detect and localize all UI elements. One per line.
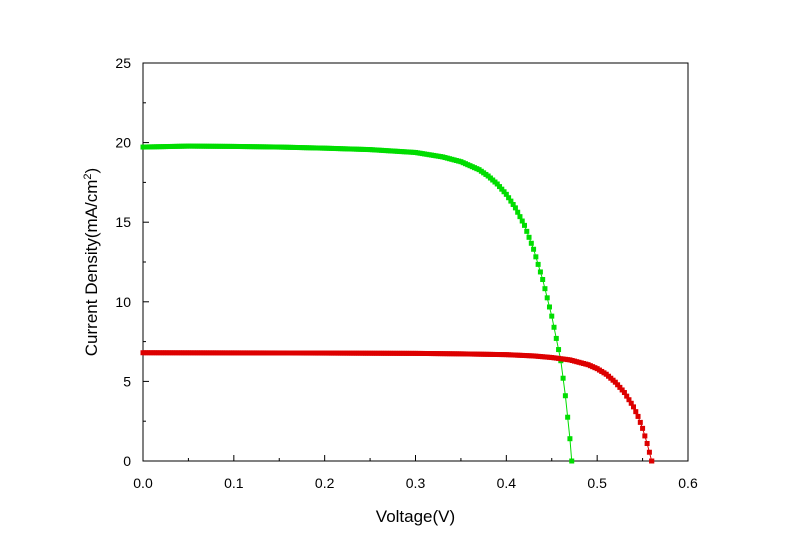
data-point <box>553 335 559 341</box>
data-point <box>635 413 641 419</box>
data-point <box>560 375 566 381</box>
data-point <box>508 198 514 204</box>
y-axis-title-superscript: 2 <box>82 173 94 179</box>
data-point <box>544 295 550 301</box>
data-point <box>528 240 534 246</box>
data-point <box>551 324 557 330</box>
data-point <box>619 387 625 393</box>
data-point <box>542 286 548 292</box>
data-point <box>503 191 509 197</box>
data-point <box>540 277 546 283</box>
x-tick-label: 0.2 <box>315 475 335 491</box>
data-point <box>506 195 512 201</box>
axis-ticks: 0.0 0.1 0.2 0.3 0.4 0.5 0.6 0 5 10 15 20 25 <box>115 55 698 491</box>
data-point <box>567 436 573 442</box>
plot-frame <box>142 62 689 462</box>
y-tick-label: 5 <box>123 373 131 389</box>
series-layer <box>140 143 655 464</box>
data-point <box>524 228 530 234</box>
data-point <box>565 414 571 420</box>
data-point <box>499 186 505 192</box>
data-point <box>497 184 503 190</box>
y-tick-label: 15 <box>115 214 131 230</box>
data-point <box>637 419 643 425</box>
data-point <box>642 433 648 439</box>
data-point <box>631 404 636 410</box>
data-point <box>519 218 525 224</box>
data-point <box>612 379 618 385</box>
x-tick-label: 0.6 <box>678 475 698 491</box>
data-point <box>628 400 634 406</box>
data-point <box>537 269 543 275</box>
series-1 <box>140 143 575 464</box>
data-point <box>531 246 537 252</box>
data-point <box>640 425 646 431</box>
data-point <box>533 254 539 260</box>
data-point <box>624 393 630 399</box>
x-axis-title: Voltage(V) <box>376 507 455 526</box>
data-point <box>626 397 632 403</box>
data-point <box>556 347 562 353</box>
x-tick-label: 0.4 <box>497 475 517 491</box>
data-point <box>512 205 518 211</box>
data-point <box>549 313 555 319</box>
x-tick-label: 0.3 <box>406 475 426 491</box>
y-tick-label: 25 <box>115 55 131 71</box>
data-point <box>535 261 541 267</box>
y-tick-label: 10 <box>115 294 131 310</box>
y-axis-title-end: ) <box>82 168 101 174</box>
data-point <box>621 390 627 396</box>
data-point <box>649 458 655 464</box>
data-point <box>615 382 621 388</box>
data-point <box>526 234 532 240</box>
series-line <box>142 352 653 462</box>
data-point <box>522 222 527 228</box>
series-2 <box>140 350 655 464</box>
data-point <box>617 384 623 390</box>
y-tick-label: 20 <box>115 135 131 151</box>
data-point <box>517 214 523 220</box>
data-point <box>494 181 500 187</box>
data-point <box>501 189 507 195</box>
data-point <box>569 458 575 464</box>
x-tick-label: 0.1 <box>224 475 244 491</box>
y-axis-title: Current Density(mA/cm2) <box>82 168 101 356</box>
y-axis-title-main: Current Density(mA/cm <box>82 180 101 357</box>
x-tick-label: 0.5 <box>587 475 607 491</box>
data-point <box>546 304 552 310</box>
data-point <box>510 201 516 207</box>
data-point <box>562 393 568 399</box>
data-point <box>644 440 650 446</box>
data-point <box>633 409 639 415</box>
x-tick-label: 0.0 <box>133 475 153 491</box>
y-tick-label: 0 <box>123 453 131 469</box>
data-point <box>646 449 652 455</box>
data-point <box>515 209 521 215</box>
